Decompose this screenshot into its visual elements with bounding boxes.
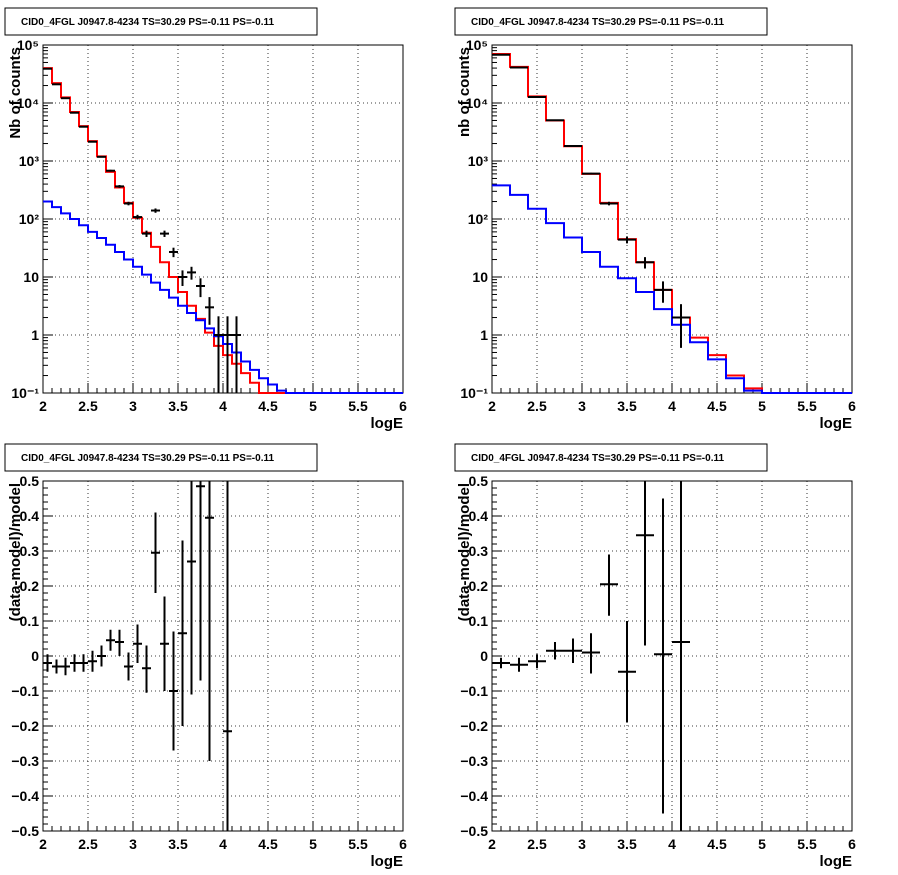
x-tick-label: 4.5 xyxy=(258,836,278,852)
x-tick-label: 2.5 xyxy=(78,398,98,414)
y-tick-label: 10⁻¹ xyxy=(460,385,488,401)
y-tick-label: 0.5 xyxy=(469,473,489,489)
series-source-model-line xyxy=(492,184,852,394)
chart-title-box xyxy=(454,7,768,36)
x-tick-label: 5 xyxy=(758,398,766,414)
x-tick-label: 2 xyxy=(39,398,47,414)
y-axis-label: nb of counts xyxy=(456,47,473,137)
y-tick-label: −0.5 xyxy=(11,823,39,839)
x-tick-label: 5.5 xyxy=(797,836,817,852)
y-tick-label: −0.1 xyxy=(460,683,488,699)
x-tick-label: 4 xyxy=(219,398,227,414)
x-tick-label: 5.5 xyxy=(348,398,368,414)
chart-title: CID0_4FGL J0947.8-4234 TS=30.29 PS=-0.11… xyxy=(21,17,274,28)
x-tick-label: 6 xyxy=(399,398,407,414)
chart-title-box xyxy=(4,7,318,36)
y-tick-label: 0.3 xyxy=(20,543,40,559)
y-tick-label: 10⁵ xyxy=(17,37,39,53)
y-tick-label: 0.5 xyxy=(20,473,40,489)
x-tick-label: 4.5 xyxy=(707,836,727,852)
x-tick-label: 6 xyxy=(848,836,856,852)
x-tick-label: 3 xyxy=(129,836,137,852)
y-tick-label: 10² xyxy=(468,211,489,227)
y-tick-label: 10 xyxy=(472,269,488,285)
x-tick-label: 3.5 xyxy=(168,398,188,414)
x-tick-label: 3.5 xyxy=(168,836,188,852)
x-tick-label: 2 xyxy=(39,836,47,852)
chart-panel-1: CID0_4FGL J0947.8-4234 TS=30.29 PS=-0.11… xyxy=(4,7,407,432)
x-tick-label: 5.5 xyxy=(797,398,817,414)
chart-panel-3: CID0_4FGL J0947.8-4234 TS=30.29 PS=-0.11… xyxy=(4,443,407,870)
x-tick-label: 5.5 xyxy=(348,836,368,852)
y-tick-label: 1 xyxy=(480,327,488,343)
x-tick-label: 5 xyxy=(309,398,317,414)
y-tick-label: −0.1 xyxy=(11,683,39,699)
y-tick-label: 1 xyxy=(31,327,39,343)
y-tick-label: 0.3 xyxy=(469,543,489,559)
x-tick-label: 6 xyxy=(399,836,407,852)
series-total-model-line xyxy=(492,52,852,394)
x-tick-label: 4.5 xyxy=(707,398,727,414)
y-tick-label: 10⁵ xyxy=(466,37,488,53)
series-source-model-line xyxy=(43,200,403,394)
chart-panel-2: CID0_4FGL J0947.8-4234 TS=30.29 PS=-0.11… xyxy=(454,7,856,432)
x-tick-label: 3.5 xyxy=(617,398,637,414)
y-tick-label: −0.3 xyxy=(11,753,39,769)
y-tick-label: 0.4 xyxy=(20,508,40,524)
y-tick-label: 0.2 xyxy=(469,578,489,594)
x-tick-label: 3 xyxy=(129,398,137,414)
y-tick-label: −0.4 xyxy=(11,788,39,804)
y-tick-label: 0 xyxy=(480,648,488,664)
y-tick-label: −0.4 xyxy=(460,788,488,804)
y-tick-label: 10³ xyxy=(468,153,489,169)
chart-title: CID0_4FGL J0947.8-4234 TS=30.29 PS=-0.11… xyxy=(21,453,274,464)
x-tick-label: 2 xyxy=(488,836,496,852)
y-tick-label: −0.2 xyxy=(11,718,39,734)
y-tick-label: −0.2 xyxy=(460,718,488,734)
y-tick-label: 0.1 xyxy=(469,613,489,629)
y-tick-label: 10⁻¹ xyxy=(11,385,39,401)
x-axis-label: logE xyxy=(371,853,404,870)
x-tick-label: 3 xyxy=(578,836,586,852)
x-tick-label: 2.5 xyxy=(527,836,547,852)
x-tick-label: 3.5 xyxy=(617,836,637,852)
y-tick-label: 0.1 xyxy=(20,613,40,629)
x-tick-label: 2.5 xyxy=(78,836,98,852)
y-tick-label: 10³ xyxy=(19,153,40,169)
chart-title: CID0_4FGL J0947.8-4234 TS=30.29 PS=-0.11… xyxy=(471,17,724,28)
x-tick-label: 5 xyxy=(758,836,766,852)
x-tick-label: 4 xyxy=(668,836,676,852)
x-tick-label: 4 xyxy=(219,836,227,852)
x-axis-label: logE xyxy=(371,415,404,432)
chart-title-box xyxy=(454,443,768,472)
x-tick-label: 5 xyxy=(309,836,317,852)
y-tick-label: −0.5 xyxy=(460,823,488,839)
x-tick-label: 2 xyxy=(488,398,496,414)
x-tick-label: 2.5 xyxy=(527,398,547,414)
x-tick-label: 3 xyxy=(578,398,586,414)
y-tick-label: 0.2 xyxy=(20,578,40,594)
y-axis-label: Nb of counts xyxy=(7,47,24,139)
y-tick-label: 10² xyxy=(19,211,40,227)
y-axis-label: (data-model)/model xyxy=(7,483,24,621)
chart-title-box xyxy=(4,443,318,472)
y-tick-label: 10⁴ xyxy=(466,95,489,111)
x-tick-label: 4.5 xyxy=(258,398,278,414)
x-axis-label: logE xyxy=(820,415,853,432)
chart-panel-4: CID0_4FGL J0947.8-4234 TS=30.29 PS=-0.11… xyxy=(454,443,856,870)
y-tick-label: 10 xyxy=(23,269,39,285)
y-tick-label: −0.3 xyxy=(460,753,488,769)
chart-title: CID0_4FGL J0947.8-4234 TS=30.29 PS=-0.11… xyxy=(471,453,724,464)
y-tick-label: 10⁴ xyxy=(17,95,40,111)
y-tick-label: 0 xyxy=(31,648,39,664)
y-tick-label: 0.4 xyxy=(469,508,489,524)
x-tick-label: 6 xyxy=(848,398,856,414)
x-axis-label: logE xyxy=(820,853,853,870)
y-axis-label: (data-model)/model xyxy=(456,483,473,621)
x-tick-label: 4 xyxy=(668,398,676,414)
